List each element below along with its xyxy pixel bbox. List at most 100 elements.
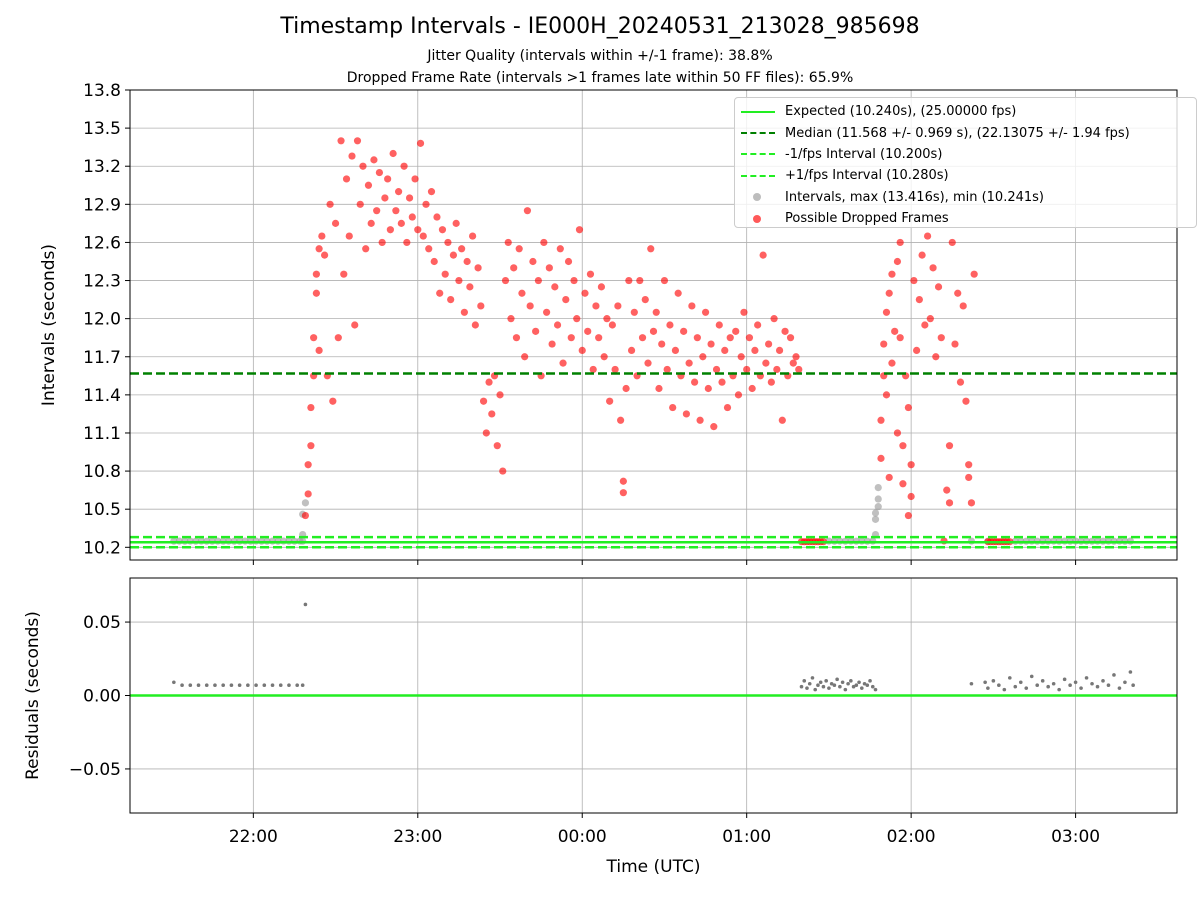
residual-point [246, 683, 250, 688]
dropped-frame-point [493, 442, 501, 450]
dropped-frame-point [326, 200, 334, 208]
dropped-frame-point [754, 321, 762, 329]
dropped-frame-point [751, 346, 759, 355]
residual-point [229, 683, 234, 688]
dropped-frame-point [416, 139, 425, 147]
interval-point [871, 509, 880, 517]
residual-point [1062, 677, 1067, 682]
residual-point [857, 680, 861, 685]
dropped-frame-point [395, 188, 403, 196]
dropped-frame-point [318, 232, 326, 240]
interval-point [874, 503, 882, 511]
residual-point [862, 681, 867, 686]
y-tick-label: −0.05 [69, 760, 121, 780]
residual-point [213, 683, 217, 688]
dropped-frame-point [600, 353, 608, 361]
dropped-frame-point [737, 353, 745, 361]
legend: Expected (10.240s), (25.00000 fps) Median… [734, 97, 1197, 228]
dropped-frame-point [740, 308, 748, 316]
dropped-frame-point [364, 181, 373, 189]
y-tick-label: 10.2 [83, 538, 121, 558]
residual-point [1029, 674, 1034, 679]
dropped-frame-point [712, 365, 721, 374]
dropped-frame-point [918, 251, 926, 259]
dropped-frame-point [463, 257, 471, 266]
dropped-frame-point [715, 321, 723, 329]
dropped-frame-point [885, 473, 893, 482]
residual-point [799, 684, 804, 689]
dropped-frame-point [775, 346, 784, 355]
dropped-frame-point [762, 359, 770, 367]
residual-point [300, 683, 305, 688]
dropped-frame-point [641, 295, 649, 304]
dropped-frame-point [359, 162, 367, 170]
dropped-frame-point [603, 315, 611, 323]
residual-point [849, 679, 853, 683]
dropped-frame-point [499, 467, 507, 475]
dropped-frame-point [627, 346, 636, 355]
dropped-frame-point [959, 302, 967, 310]
dropped-frame-point [671, 346, 680, 355]
dropped-frame-point [956, 378, 965, 386]
residual-point [1035, 683, 1040, 688]
residual-point [865, 683, 870, 688]
dropped-frame-point [584, 327, 592, 335]
dropped-frame-point [951, 340, 959, 348]
dropped-frame-point [471, 321, 479, 329]
dropped-frame-point [515, 245, 523, 253]
dropped-frame-point [726, 334, 734, 342]
dropped-frame-point [507, 315, 515, 323]
legend-marker-swatch [739, 212, 781, 226]
dropped-frame-point [449, 251, 458, 259]
residual-point [873, 687, 878, 692]
dropped-frame-point [581, 289, 589, 297]
residual-point [262, 683, 267, 688]
dropped-frame-point [663, 365, 671, 374]
dropped-frame-point [680, 327, 688, 335]
interval-point [871, 515, 880, 523]
residual-point [813, 687, 818, 692]
dropped-frame-point [405, 194, 414, 202]
dropped-frame-point [893, 429, 902, 437]
dropped-frame-point [759, 251, 767, 259]
legend-item: +1/fps Interval (10.280s) [735, 165, 1196, 186]
dropped-frame-point [685, 359, 693, 367]
residuals-panel: −0.05 0.00 0.05 Residuals (seconds) 22:00 23:… [23, 577, 1178, 877]
dropped-frame-point [921, 321, 929, 329]
dropped-frame-point [907, 492, 915, 501]
plot-frame [129, 89, 1178, 561]
dropped-frame-point [386, 226, 394, 234]
residual-point [1095, 684, 1100, 689]
residual-point [287, 683, 291, 688]
y-tick-label: 12.9 [83, 195, 121, 215]
legend-label: Possible Dropped Frames [785, 211, 949, 227]
residual-point [986, 686, 990, 690]
y-axis-label: Residuals (seconds) [23, 611, 43, 780]
dropped-frame-point [559, 359, 567, 367]
dropped-frame-point [745, 334, 754, 342]
legend-label: Expected (10.240s), (25.00000 fps) [785, 104, 1017, 120]
dropped-frame-point [954, 289, 962, 297]
residual-point [840, 680, 845, 685]
residual-point [1024, 686, 1029, 690]
dropped-frame-point [540, 238, 548, 247]
dropped-frame-point [965, 461, 973, 469]
residual-point [204, 683, 209, 688]
residual-point [1131, 683, 1135, 688]
residual-point [1002, 687, 1007, 692]
dropped-frame-point [896, 334, 904, 342]
dropped-frame-point [767, 378, 775, 386]
residual-point [221, 683, 225, 688]
residual-point [303, 602, 308, 607]
interval-point [874, 495, 882, 503]
x-tick-label: 22:00 [229, 827, 278, 847]
dropped-frame-point [408, 213, 416, 221]
dropped-frame-point [523, 207, 532, 215]
dropped-frame-point [381, 194, 389, 202]
residual-point [870, 684, 875, 689]
dropped-frame-point [307, 442, 315, 450]
residual-point [1046, 684, 1050, 689]
dropped-frame-point [496, 391, 504, 399]
dropped-frame-point [545, 264, 553, 272]
dropped-frame-point [482, 429, 490, 437]
